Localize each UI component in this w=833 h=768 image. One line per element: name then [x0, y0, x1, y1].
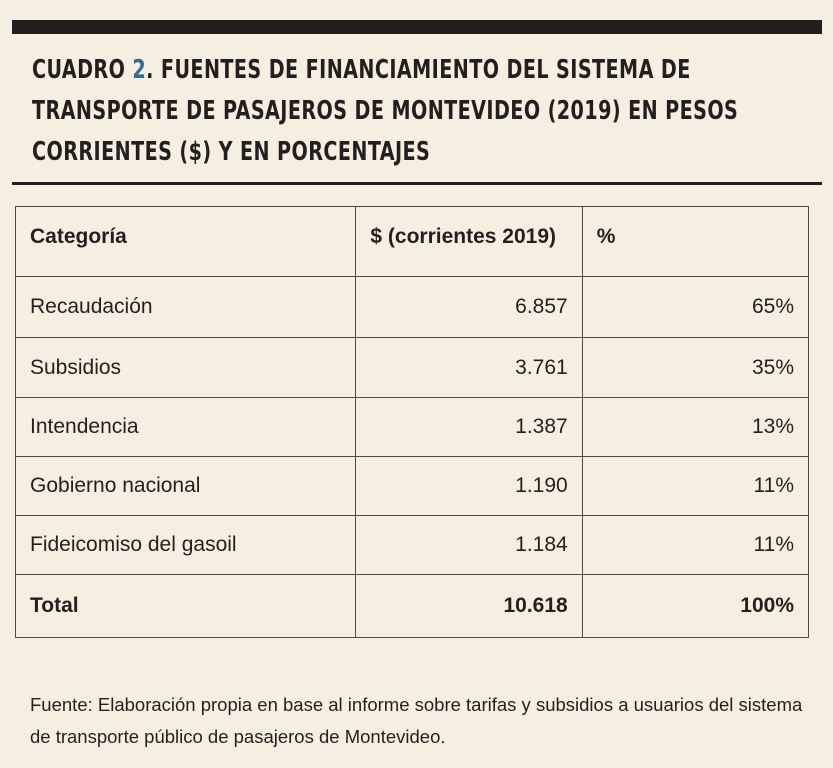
header-percent: % [581, 206, 810, 277]
source-note: Fuente: Elaboración propia en base al in… [30, 693, 803, 747]
row-value: 1.184 [355, 515, 583, 575]
title-prefix: CUADRO [32, 55, 133, 85]
table-title: CUADRO 2. FUENTES DE FINANCIAMIENTO DEL … [32, 50, 811, 173]
table-row: Gobierno nacional 1.190 11% [14, 456, 810, 516]
row-category: Subsidios [14, 337, 357, 398]
header-category: Categoría [14, 206, 357, 277]
row-value: 1.190 [355, 456, 583, 516]
row-category: Recaudación [14, 276, 357, 338]
row-value: 3.761 [355, 337, 583, 398]
table-row: Recaudación 6.857 65% [14, 276, 810, 338]
title-text: . FUENTES DE FINANCIAMIENTO DEL SISTEMA … [32, 55, 739, 167]
row-percent: 11% [581, 515, 810, 575]
table-row: Intendencia 1.387 13% [14, 397, 810, 457]
row-category: Fideicomiso del gasoil [14, 515, 357, 575]
total-value: 10.618 [355, 574, 583, 638]
row-percent: 65% [581, 276, 810, 338]
title-rule [12, 182, 822, 185]
table-row: Subsidios 3.761 35% [14, 337, 810, 398]
header-row: Categoría $ (corrientes 2019) % [14, 206, 810, 277]
row-category: Gobierno nacional [14, 456, 357, 516]
total-percent: 100% [581, 574, 810, 638]
financing-table: Categoría $ (corrientes 2019) % Recaudac… [14, 206, 810, 638]
top-rule [12, 20, 822, 34]
row-percent: 11% [581, 456, 810, 516]
title-number: 2 [132, 55, 147, 85]
total-category: Total [14, 574, 357, 638]
row-percent: 13% [581, 397, 810, 457]
total-row: Total 10.618 100% [14, 574, 810, 638]
row-value: 1.387 [355, 397, 583, 457]
header-value: $ (corrientes 2019) [355, 206, 583, 277]
table-row: Fideicomiso del gasoil 1.184 11% [14, 515, 810, 575]
row-category: Intendencia [14, 397, 357, 457]
row-value: 6.857 [355, 276, 583, 338]
row-percent: 35% [581, 337, 810, 398]
